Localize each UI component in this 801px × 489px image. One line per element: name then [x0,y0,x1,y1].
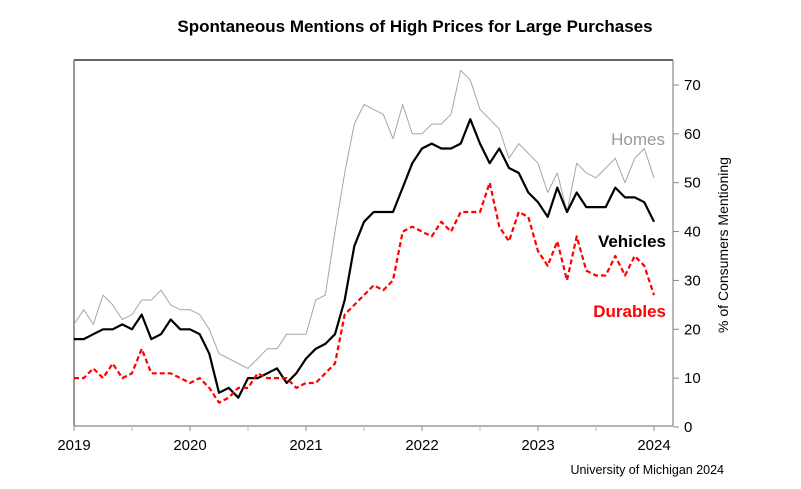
y-tick-label: 60 [684,126,701,143]
legend-label-durables: Durables [593,302,666,321]
y-tick-label: 50 [684,175,701,192]
y-tick-label: 30 [684,272,701,289]
x-tick-label: 2023 [521,437,554,454]
plot-area [74,60,673,426]
y-tick-label: 70 [684,77,701,94]
legend-label-vehicles: Vehicles [598,232,666,251]
y-tick-label: 20 [684,321,701,338]
x-tick-label: 2024 [637,437,670,454]
x-tick-label: 2022 [405,437,438,454]
series-line-durables [74,181,656,404]
legend-label-homes: Homes [611,130,665,149]
series-line-homes [73,69,655,369]
x-tick-label: 2020 [173,437,206,454]
y-axis-title: % of Consumers Mentioning [715,157,731,333]
series-layer [73,69,656,404]
y-tick-label: 10 [684,370,701,387]
x-axis-ticks: 2019 2020 2021 2022 2023 2024 [57,426,671,454]
chart-title: Spontaneous Mentions of High Prices for … [177,17,652,36]
series-line-vehicles [74,118,655,399]
y-tick-label: 0 [684,419,692,436]
source-note: University of Michigan 2024 [570,463,724,477]
y-axis-ticks: 0 10 20 30 40 50 60 70 [673,77,701,436]
x-tick-label: 2019 [57,437,90,454]
y-tick-label: 40 [684,224,701,241]
x-tick-label: 2021 [289,437,322,454]
